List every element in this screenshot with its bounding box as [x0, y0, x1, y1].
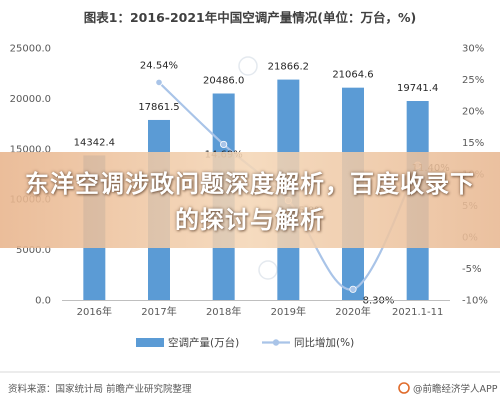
overlay-banner: [0, 152, 500, 248]
line-point: [349, 285, 357, 293]
overlay-headline: 东洋空调涉政问题深度解析，百度收录下的探讨与解析: [25, 170, 475, 234]
watermark-layer: [238, 56, 278, 280]
y-left-tick-label: 0.0: [35, 296, 51, 307]
line-value-label: 24.54%: [140, 60, 178, 71]
x-axis: 2016年 2017年 2018年 2019年 2020年 2021.1-11: [62, 300, 450, 318]
bar-value-label: 17861.5: [138, 102, 179, 113]
x-tick-label: 2018年: [206, 305, 241, 318]
chart-title: 图表1：2016-2021年中国空调产量情况(单位：万台，%): [84, 10, 416, 25]
bar-value-label: 20486.0: [203, 76, 244, 87]
line-point: [155, 78, 163, 86]
bar-value-label: 19741.4: [397, 83, 438, 94]
y-right-tick-label: 15%: [462, 138, 484, 149]
brand-group: @前瞻经济学人APP: [398, 382, 498, 395]
y-right-tick-label: -10%: [462, 296, 488, 307]
y-left-tick-label: 5000.0: [16, 245, 51, 256]
legend: 空调产量(万台) 同比增加(%): [136, 336, 354, 349]
watermark-logo-icon: [258, 260, 278, 280]
x-tick-label: 2019年: [271, 305, 306, 318]
x-tick-label: 2021.1-11: [392, 307, 443, 318]
y-left-tick-label: 15000.0: [10, 144, 51, 155]
x-tick-label: 2016年: [77, 305, 112, 318]
x-tick-label: 2020年: [335, 305, 370, 318]
y-right-tick-label: -5%: [462, 264, 481, 275]
footer-brand: @前瞻经济学人APP: [413, 383, 498, 395]
y-right-tick-label: 25%: [462, 75, 484, 86]
y-right-tick-label: 30%: [462, 44, 484, 55]
bar-value-label: 14342.4: [74, 137, 115, 148]
y-left-tick-label: 25000.0: [10, 44, 51, 55]
x-tick-label: 2017年: [141, 305, 176, 318]
y-right-tick-label: 20%: [462, 107, 484, 118]
legend-swatch-bar: [136, 338, 164, 347]
y-left-tick-label: 20000.0: [10, 94, 51, 105]
legend-label: 空调产量(万台): [168, 336, 239, 349]
footer-source: 资料来源：国家统计局 前瞻产业研究院整理: [8, 383, 192, 395]
line-point: [220, 140, 228, 149]
legend-label: 同比增加(%): [294, 336, 354, 349]
brand-logo-icon: [398, 382, 410, 394]
legend-swatch-point: [272, 339, 280, 346]
watermark-logo-icon: [238, 56, 258, 76]
bar-value-label: 21064.6: [332, 70, 373, 81]
bar-value-label: 21866.2: [268, 62, 309, 73]
